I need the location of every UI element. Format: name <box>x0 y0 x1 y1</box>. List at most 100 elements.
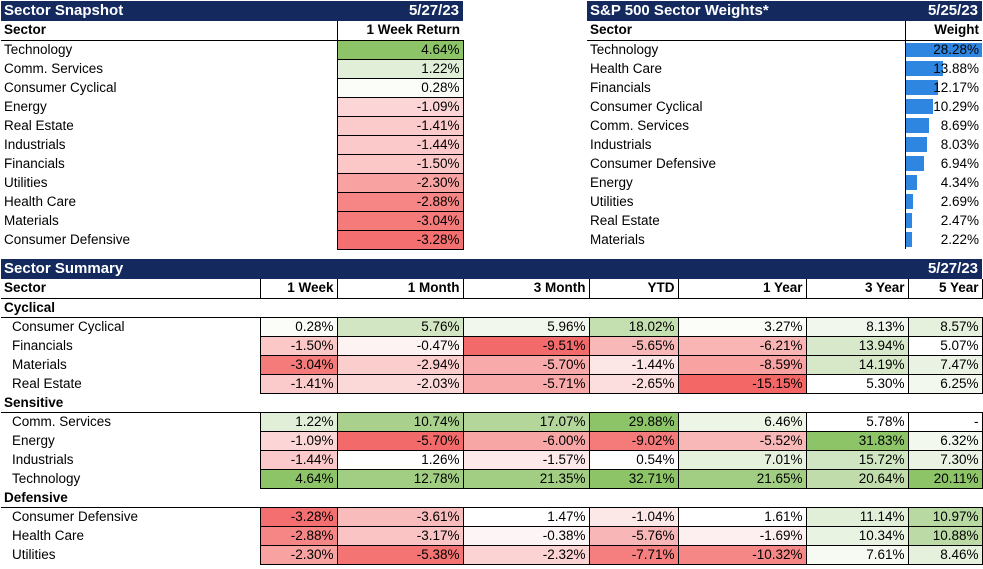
weights-row: Industrials 8.03% <box>587 135 982 154</box>
weights-row: Materials 2.22% <box>587 230 982 249</box>
summary-date: 5/27/23 <box>927 260 978 277</box>
summary-value: 17.07% <box>462 411 590 432</box>
summary-value: 1.22% <box>259 411 338 432</box>
weights-sector: Consumer Defensive <box>587 154 906 173</box>
summary-row: Utilities -2.30% -5.38% -2.32% -7.71% -10.32%… <box>1 544 983 565</box>
snapshot-sector: Utilities <box>4 174 48 190</box>
summary-value: -1.69% <box>677 525 807 546</box>
summary-value: -3.28% <box>259 506 338 527</box>
summary-row: Financials -1.50% -0.47% -9.51% -5.65% -6.21%… <box>1 335 983 356</box>
weights-sector: Real Estate <box>587 211 906 230</box>
weights-value: 10.29% <box>933 98 979 114</box>
summary-header-row: Sector 1 Week 1 Month 3 Month YTD 1 Year 3 Yea… <box>1 279 983 299</box>
summary-value: -9.51% <box>462 335 590 356</box>
weights-date: 5/25/23 <box>927 2 978 19</box>
weights-sector: Technology <box>587 40 906 59</box>
summary-group-row: Sensitive <box>1 393 982 413</box>
summary-value: 11.14% <box>805 506 909 527</box>
summary-value: 6.46% <box>677 411 807 432</box>
summary-value: 5.76% <box>336 316 464 337</box>
weights-value: 13.88% <box>933 60 979 76</box>
summary-value: 5.96% <box>462 316 590 337</box>
snapshot-title: Sector Snapshot <box>4 2 124 19</box>
weights-col-weight: Weight <box>905 21 982 41</box>
summary-sector: Comm. Services <box>12 413 112 429</box>
summary-sector: Financials <box>12 337 73 353</box>
summary-value: 4.64% <box>259 468 338 489</box>
snapshot-row: Comm. Services 1.22% <box>1 58 464 79</box>
summary-row: Consumer Defensive -3.28% -3.61% 1.47% -1.04… <box>1 506 983 527</box>
weights-cell: 28.28% <box>905 40 982 59</box>
snapshot-return: -2.88% <box>336 191 464 212</box>
weights-value: 6.94% <box>940 155 979 171</box>
weights-cell: 8.69% <box>905 116 982 135</box>
weights-row: Financials 12.17% <box>587 78 982 97</box>
summary-value: 7.47% <box>907 354 983 375</box>
weights-cell: 2.69% <box>905 192 982 211</box>
summary-sector: Technology <box>12 470 81 486</box>
summary-value: -3.61% <box>336 506 464 527</box>
weights-header-row: Sector Weight <box>587 21 982 41</box>
summary-value: 5.07% <box>907 335 983 356</box>
summary-value: 14.19% <box>805 354 909 375</box>
summary-value: 8.13% <box>805 316 909 337</box>
summary-value: 7.30% <box>907 449 983 470</box>
summary-value: -2.30% <box>259 544 338 565</box>
weights-cell: 2.47% <box>905 211 982 230</box>
weight-bar <box>905 80 939 95</box>
snapshot-header-row: Sector 1 Week Return <box>1 21 463 41</box>
summary-value: -2.65% <box>588 373 679 394</box>
summary-value: 7.61% <box>805 544 909 565</box>
weights-value: 2.69% <box>940 193 979 209</box>
summary-value: -5.52% <box>677 430 807 451</box>
snapshot-row: Utilities -2.30% <box>1 172 464 193</box>
weight-bar <box>905 42 982 57</box>
summary-sector: Consumer Defensive <box>12 508 139 524</box>
summary-group-name: Defensive <box>1 488 982 508</box>
summary-value: 20.11% <box>907 468 983 489</box>
snapshot-row: Real Estate -1.41% <box>1 115 464 136</box>
summary-value: 10.74% <box>336 411 464 432</box>
summary-value: -5.76% <box>588 525 679 546</box>
summary-col-header: 3 Month <box>463 279 590 299</box>
weight-bar <box>905 99 934 114</box>
weights-cell: 6.94% <box>905 154 982 173</box>
summary-value: 21.35% <box>462 468 590 489</box>
snapshot-sector: Energy <box>4 98 47 114</box>
snapshot-return: 1.22% <box>336 58 464 79</box>
summary-sector: Real Estate <box>12 375 82 391</box>
weights-col-sector: Sector <box>587 21 906 41</box>
weights-sector: Utilities <box>587 192 906 211</box>
summary-value: 13.94% <box>805 335 909 356</box>
summary-row: Energy -1.09% -5.70% -6.00% -9.02% -5.52% 31.8… <box>1 430 983 451</box>
snapshot-return: -1.44% <box>336 134 464 155</box>
snapshot-return: 4.64% <box>336 39 464 60</box>
summary-value: 21.65% <box>677 468 807 489</box>
weights-row: Real Estate 2.47% <box>587 211 982 230</box>
weight-bar <box>905 232 912 247</box>
weight-bar <box>905 156 925 171</box>
weights-cell: 12.17% <box>905 78 982 97</box>
summary-value: -9.02% <box>588 430 679 451</box>
summary-value: 7.01% <box>677 449 807 470</box>
summary-value: -0.47% <box>336 335 464 356</box>
snapshot-sector: Financials <box>4 155 65 171</box>
summary-value: -1.09% <box>259 430 338 451</box>
summary-value: 10.97% <box>907 506 983 527</box>
snapshot-row: Consumer Cyclical 0.28% <box>1 77 464 98</box>
weights-cell: 4.34% <box>905 173 982 192</box>
summary-sector: Utilities <box>12 546 56 562</box>
summary-col-header: 1 Week <box>260 279 338 299</box>
summary-sector: Industrials <box>12 451 74 467</box>
snapshot-sector: Consumer Cyclical <box>4 79 117 95</box>
summary-col-header: 3 Year <box>806 279 909 299</box>
summary-group-name: Sensitive <box>1 393 982 413</box>
weight-bar <box>905 61 944 76</box>
weights-cell: 2.22% <box>905 230 982 249</box>
summary-value: -2.94% <box>336 354 464 375</box>
snapshot-row: Industrials -1.44% <box>1 134 464 155</box>
snapshot-return: -1.09% <box>336 96 464 117</box>
weight-bar <box>905 175 918 190</box>
summary-value: -10.32% <box>677 544 807 565</box>
summary-value: 12.78% <box>336 468 464 489</box>
